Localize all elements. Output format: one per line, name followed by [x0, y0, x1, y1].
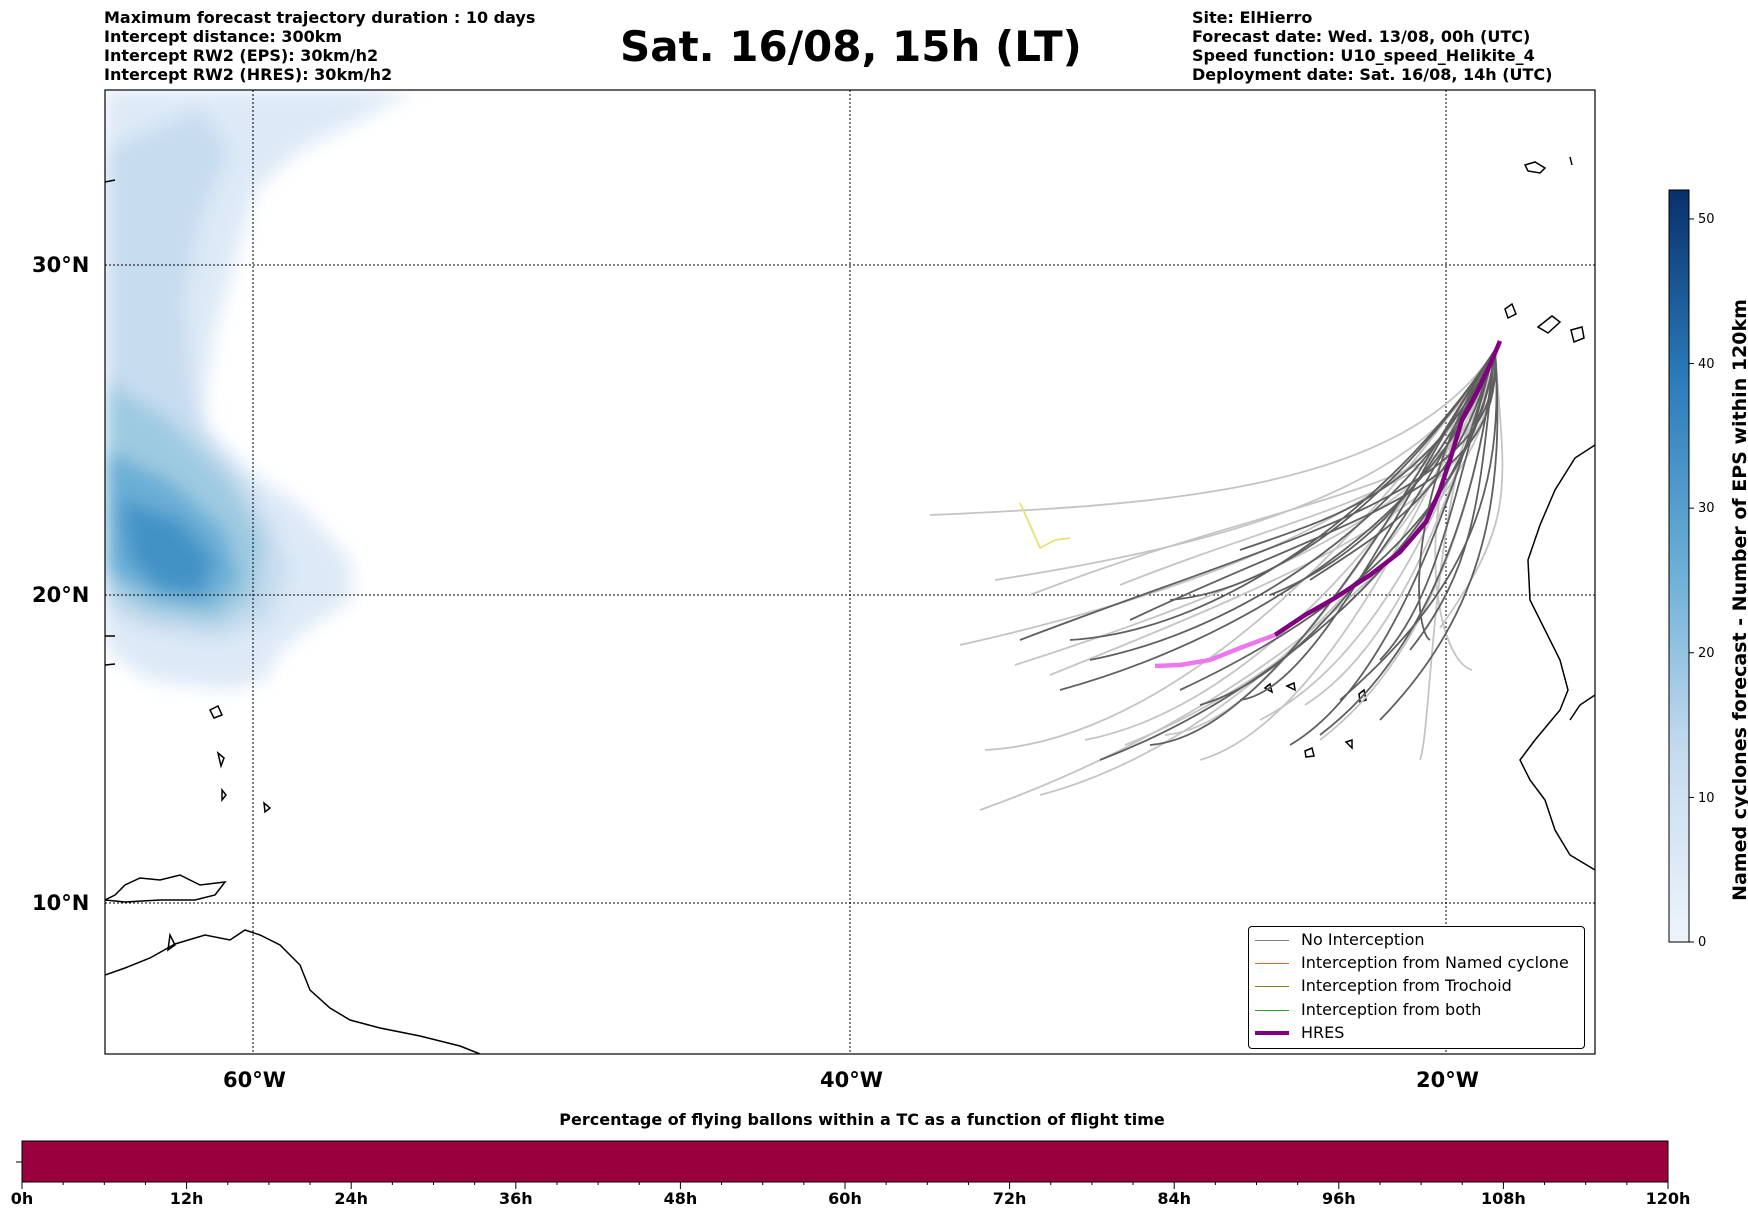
time-tick: 84h [1157, 1189, 1192, 1208]
time-tick: 36h [498, 1189, 533, 1208]
header-info-left: Maximum forecast trajectory duration : 1… [104, 8, 535, 84]
legend: No Interception Interception from Named … [1248, 926, 1585, 1049]
ensemble-trajectory [1269, 349, 1496, 596]
lat-label-30n: 30°N [32, 253, 90, 277]
time-tick: 0h [10, 1189, 34, 1208]
colorbar-tick: 40 [1698, 357, 1715, 372]
map-gridlines [105, 90, 1595, 1054]
legend-label: No Interception [1301, 930, 1425, 949]
forecast-date-text: Forecast date: Wed. 13/08, 00h (UTC) [1192, 27, 1531, 46]
speed-function-text: Speed function: U10_speed_Helikite_4 [1192, 46, 1535, 65]
time-tick: 72h [992, 1189, 1027, 1208]
ensemble-trajectory [1169, 349, 1496, 601]
max-duration-text: Maximum forecast trajectory duration : 1… [104, 8, 536, 27]
ensemble-trajectory [1289, 349, 1496, 746]
deployment-date-text: Deployment date: Sat. 16/08, 14h (UTC) [1192, 65, 1553, 84]
ensemble-trajectory [1099, 349, 1496, 761]
lon-label-60w: 60°W [223, 1068, 286, 1092]
ensemble-trajectory [1439, 349, 1504, 629]
hres-trajectory-pink [1154, 632, 1276, 669]
legend-swatch [1255, 963, 1289, 964]
lat-label-10n: 10°N [32, 891, 90, 915]
ensemble-trajectory [1319, 349, 1496, 736]
lon-label-40w: 40°W [820, 1068, 883, 1092]
ensemble-trajectory [1239, 349, 1496, 701]
ensemble-trajectory [994, 349, 1496, 581]
legend-swatch [1255, 986, 1289, 987]
time-tick: 60h [828, 1189, 862, 1208]
legend-swatch [1255, 940, 1289, 941]
ensemble-trajectory [1259, 349, 1496, 721]
ensemble-trajectory [1069, 349, 1496, 641]
coastlines [105, 156, 1595, 1054]
legend-label: Interception from Trochoid [1301, 976, 1512, 995]
colorbar-gradient [1668, 189, 1690, 943]
ensemble-trajectory [1019, 349, 1497, 641]
intercept-eps-text: Intercept RW2 (EPS): 30km/h2 [104, 46, 379, 65]
time-tick: 96h [1321, 1189, 1356, 1208]
hres-trajectory [1273, 340, 1503, 637]
time-tick: 24h [334, 1189, 369, 1208]
time-tick: 12h [169, 1189, 204, 1208]
map-title: Sat. 16/08, 15h (LT) [620, 22, 1082, 71]
legend-label: HRES [1301, 1023, 1345, 1042]
colorbar-tick: 20 [1698, 646, 1715, 661]
ensemble-trajectory [929, 349, 1496, 516]
bottom-bar-title: Percentage of flying ballons within a TC… [559, 1110, 1165, 1129]
ensemble-trajectory [1409, 349, 1496, 651]
ensemble-trajectory [1039, 349, 1496, 796]
lat-label-20n: 20°N [32, 583, 90, 607]
colorbar-tick: 30 [1698, 501, 1715, 516]
trochoid-interception-track [1019, 502, 1071, 550]
legend-label: Interception from both [1301, 1000, 1482, 1019]
colorbar-tick: 10 [1698, 791, 1715, 806]
intercept-distance-text: Intercept distance: 300km [104, 27, 343, 46]
time-tick: 48h [663, 1189, 698, 1208]
site-text: Site: ElHierro [1192, 8, 1313, 27]
legend-swatch [1255, 1010, 1289, 1011]
map-frame [104, 89, 1596, 1055]
ensemble-trajectory [1379, 349, 1496, 661]
header-info-right: Site: ElHierro Forecast date: Wed. 13/08… [1192, 8, 1552, 84]
cyclone-density-field [105, 90, 415, 690]
ensemble-trajectory [1379, 349, 1499, 721]
ensemble-trajectory [1309, 349, 1496, 581]
colorbar-tick: 0 [1698, 935, 1707, 950]
colorbar-tick: 50 [1698, 212, 1715, 227]
ensemble-trajectory [1339, 349, 1498, 701]
intercept-hres-text: Intercept RW2 (HRES): 30km/h2 [104, 65, 393, 84]
time-tick: 120h [1645, 1189, 1691, 1208]
bottom-bar-fill [22, 1141, 1668, 1182]
legend-label: Interception from Named cyclone [1301, 953, 1569, 972]
legend-swatch [1255, 1031, 1289, 1035]
lon-label-20w: 20°W [1416, 1068, 1479, 1092]
time-tick: 108h [1480, 1189, 1526, 1208]
